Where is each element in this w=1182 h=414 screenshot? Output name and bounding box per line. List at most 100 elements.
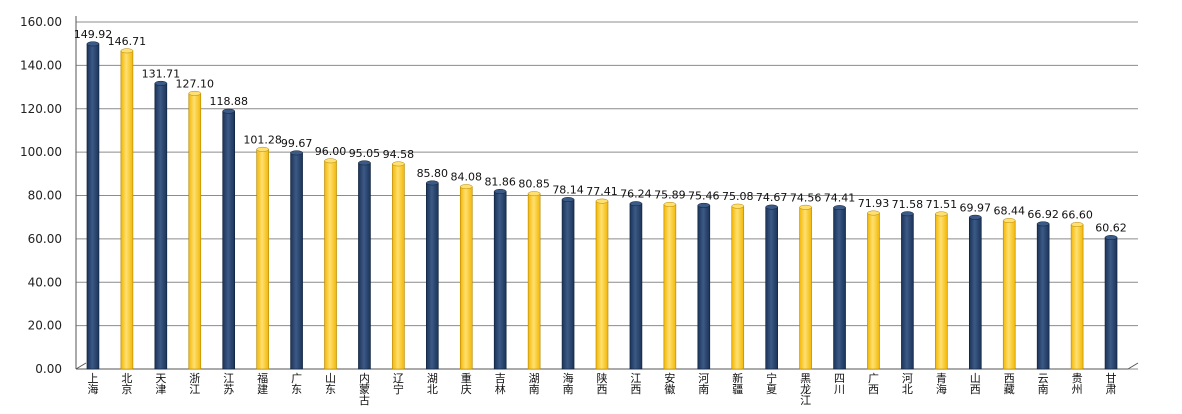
bar	[595, 200, 609, 370]
bar	[392, 163, 405, 370]
bar	[493, 191, 507, 370]
x-tick-label: 江苏	[223, 372, 234, 396]
bar-cap	[833, 205, 846, 211]
bar-cap	[731, 203, 744, 209]
x-tick-label: 四川	[834, 372, 845, 396]
data-label: 78.14	[552, 184, 584, 197]
x-tick-label: 贵州	[1072, 372, 1083, 396]
x-tick-label: 广东	[291, 372, 302, 396]
x-tick-label: 江西	[630, 372, 641, 396]
bar-cap	[969, 214, 982, 220]
bar	[901, 213, 914, 370]
data-label: 96.00	[315, 145, 347, 158]
data-label: 60.62	[1095, 222, 1127, 235]
x-tick-label: 重庆	[461, 371, 472, 396]
bar	[256, 149, 269, 370]
y-tick-label: 140.00	[20, 58, 62, 72]
bar	[1104, 237, 1118, 370]
x-tick-label: 甘肃	[1106, 372, 1117, 396]
y-tick-label: 20.00	[28, 319, 62, 333]
bar	[86, 43, 100, 370]
x-tick-label: 新疆	[732, 371, 743, 396]
data-label: 99.67	[281, 137, 313, 150]
bar-cap	[324, 158, 337, 164]
data-label: 75.89	[654, 188, 686, 201]
bar-cap	[290, 150, 303, 156]
floor-edge	[1127, 362, 1139, 370]
bar-cap	[86, 41, 100, 47]
bar-cap	[1002, 218, 1016, 224]
bar	[1070, 224, 1084, 370]
bar	[426, 182, 439, 370]
bar	[222, 110, 236, 370]
data-label: 127.10	[176, 77, 215, 90]
bar	[935, 213, 948, 370]
bar	[1036, 223, 1050, 370]
bar	[765, 206, 778, 370]
bar-cap	[901, 211, 914, 217]
bar	[968, 216, 982, 370]
y-tick-label: 160.00	[20, 15, 62, 29]
data-label: 66.60	[1061, 209, 1093, 222]
data-label: 74.56	[790, 191, 822, 204]
x-tick-label: 西藏	[1004, 372, 1015, 396]
x-tick-label: 内蒙古	[359, 371, 370, 407]
data-label: 101.28	[243, 133, 282, 146]
data-label: 85.80	[417, 167, 449, 180]
data-label: 95.05	[349, 147, 381, 160]
bar	[731, 205, 745, 370]
bar	[120, 50, 134, 370]
x-tick-label: 北京	[121, 372, 132, 396]
bar-cap	[561, 197, 575, 202]
x-tick-label: 黑龙江	[800, 372, 811, 407]
data-label: 149.92	[74, 28, 113, 41]
data-label: 146.71	[108, 35, 147, 48]
x-tick-label: 上海	[87, 372, 98, 396]
bar-cap	[426, 180, 439, 186]
data-label: 80.85	[518, 178, 550, 191]
y-tick-label: 80.00	[28, 189, 62, 203]
bar	[459, 186, 473, 370]
bar-cap	[392, 161, 405, 167]
bar	[867, 212, 880, 370]
data-label: 77.41	[586, 185, 618, 198]
bar-cap	[460, 184, 473, 190]
x-tick-label: 天津	[155, 372, 166, 396]
bar-cap	[1070, 222, 1084, 228]
bar	[663, 204, 677, 370]
bar-cap	[935, 211, 948, 217]
bar-cap	[154, 80, 168, 86]
x-tick-label: 云南	[1038, 372, 1049, 396]
x-tick-label: 湖北	[427, 372, 438, 396]
data-label: 81.86	[484, 175, 516, 188]
y-tick-label: 60.00	[28, 232, 62, 246]
data-label: 66.92	[1027, 208, 1059, 221]
bar	[561, 199, 575, 370]
x-tick-label: 海南	[563, 371, 574, 396]
bar-cap	[799, 204, 812, 210]
bar-cap	[120, 48, 134, 54]
x-tick-label: 山东	[325, 372, 336, 396]
bar	[154, 83, 168, 370]
bar	[527, 193, 541, 370]
x-tick-label: 吉林	[495, 372, 506, 396]
data-label: 76.24	[620, 188, 652, 201]
bar-cap	[1036, 221, 1050, 227]
bar-cap	[629, 201, 643, 207]
y-tick-label: 0.00	[35, 362, 62, 376]
bar-cap	[358, 160, 371, 166]
data-label: 69.97	[960, 201, 992, 214]
x-tick-label: 安徽	[664, 371, 675, 396]
data-label: 74.41	[824, 192, 856, 205]
data-label: 94.58	[383, 148, 415, 161]
bar	[1002, 220, 1016, 370]
y-tick-label: 100.00	[20, 145, 62, 159]
data-label: 75.46	[688, 189, 720, 202]
data-label: 118.88	[209, 95, 248, 108]
x-tick-label: 辽宁	[393, 372, 404, 396]
x-tick-label: 湖南	[529, 372, 540, 396]
floor-edge	[75, 362, 87, 370]
x-tick-label: 福建	[257, 371, 268, 396]
